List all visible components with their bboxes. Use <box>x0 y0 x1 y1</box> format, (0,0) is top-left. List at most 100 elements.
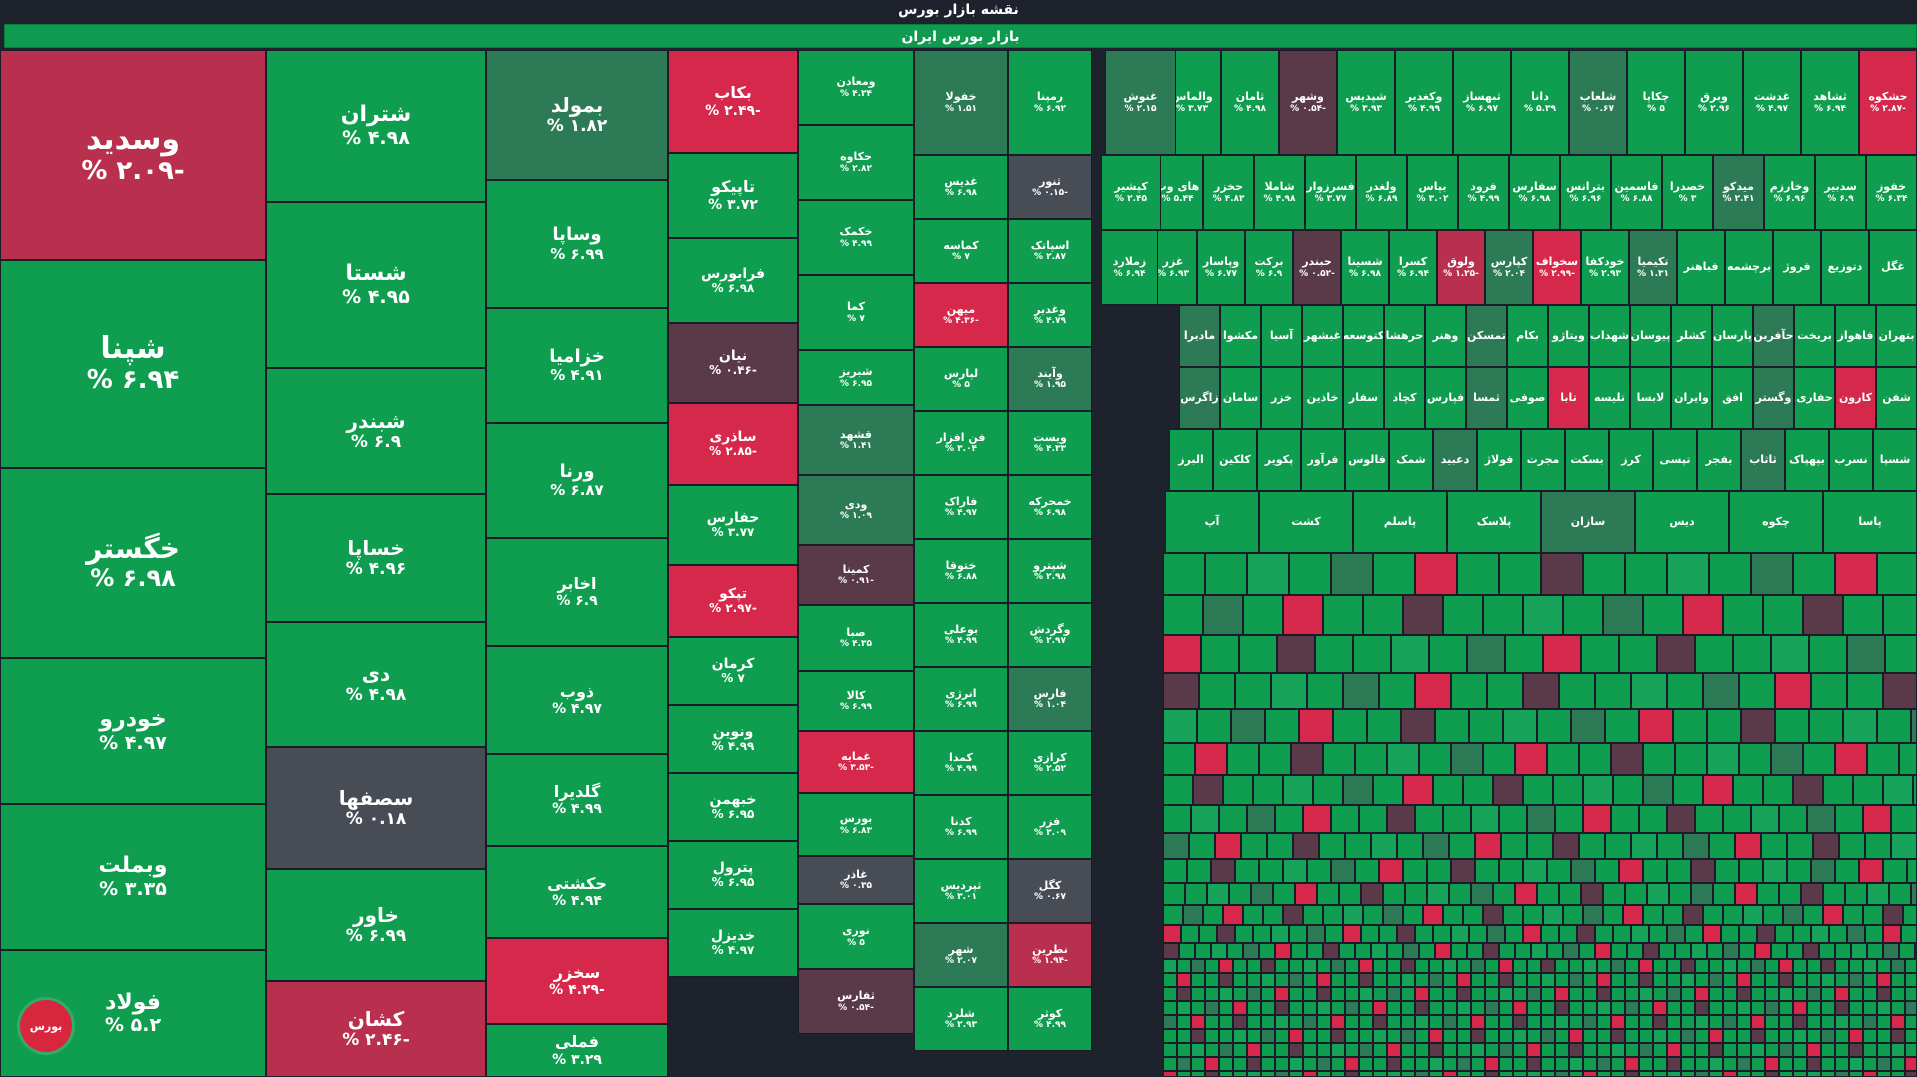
stock-tile[interactable] <box>1289 1029 1303 1043</box>
stock-tile[interactable]: حفارس ۳.۷۷ % <box>668 485 798 565</box>
stock-tile[interactable] <box>1373 973 1387 987</box>
stock-tile[interactable] <box>1647 883 1669 905</box>
stock-tile[interactable] <box>1317 1043 1331 1057</box>
stock-tile[interactable] <box>1323 595 1363 635</box>
stock-tile[interactable]: مادیرا <box>1179 305 1220 367</box>
stock-tile[interactable]: بفجر <box>1697 429 1741 491</box>
stock-tile[interactable] <box>1653 987 1667 1001</box>
stock-tile[interactable] <box>1499 1071 1513 1077</box>
stock-tile[interactable] <box>1751 973 1765 987</box>
stock-tile[interactable] <box>1751 1015 1765 1029</box>
stock-tile[interactable]: وگردش ۲.۹۷ % <box>1008 603 1092 667</box>
stock-tile[interactable] <box>1499 943 1515 959</box>
stock-tile[interactable] <box>1163 553 1205 595</box>
stock-tile[interactable] <box>1243 905 1263 925</box>
stock-tile[interactable] <box>1653 1043 1667 1057</box>
stock-tile[interactable] <box>1363 595 1403 635</box>
stock-tile[interactable]: زملارد ۶.۹۴ % <box>1101 230 1158 305</box>
stock-tile[interactable] <box>1355 943 1371 959</box>
stock-tile[interactable] <box>1387 1015 1401 1029</box>
stock-tile[interactable]: فن افزار ۳.۰۴ % <box>914 411 1008 475</box>
stock-tile[interactable] <box>1429 1057 1443 1071</box>
stock-tile[interactable] <box>1501 833 1527 859</box>
stock-tile[interactable] <box>1583 1043 1597 1057</box>
stock-tile[interactable] <box>1611 973 1625 987</box>
stock-tile[interactable] <box>1775 925 1793 943</box>
stock-tile[interactable] <box>1555 1015 1569 1029</box>
stock-tile[interactable] <box>1639 1043 1653 1057</box>
stock-tile[interactable] <box>1765 973 1779 987</box>
stock-tile[interactable] <box>1653 959 1667 973</box>
stock-tile[interactable] <box>1243 595 1283 635</box>
stock-tile[interactable]: خکمک ۴.۹۹ % <box>798 200 914 275</box>
stock-tile[interactable] <box>1611 1071 1625 1077</box>
stock-tile[interactable]: وآیند ۱.۹۵ % <box>1008 347 1092 411</box>
stock-tile[interactable] <box>1721 925 1739 943</box>
stock-tile[interactable] <box>1835 553 1877 595</box>
stock-tile[interactable] <box>1793 1043 1807 1057</box>
stock-tile[interactable] <box>1877 973 1891 987</box>
stock-tile[interactable] <box>1835 1071 1849 1077</box>
stock-tile[interactable] <box>1595 673 1631 709</box>
stock-tile[interactable] <box>1289 1071 1303 1077</box>
stock-tile[interactable] <box>1849 1001 1863 1015</box>
stock-tile[interactable] <box>1513 959 1527 973</box>
stock-tile[interactable] <box>1317 1015 1331 1029</box>
stock-tile[interactable] <box>1667 673 1703 709</box>
stock-tile[interactable]: خاذین <box>1302 367 1343 429</box>
stock-tile[interactable] <box>1513 1029 1527 1043</box>
stock-tile[interactable] <box>1611 743 1643 775</box>
stock-tile[interactable] <box>1251 883 1273 905</box>
stock-tile[interactable] <box>1469 925 1487 943</box>
stock-tile[interactable]: شپنا ۶.۹۴ % <box>0 260 266 468</box>
stock-tile[interactable] <box>1667 973 1681 987</box>
stock-tile[interactable] <box>1397 925 1415 943</box>
stock-tile[interactable] <box>1807 1015 1821 1029</box>
stock-tile[interactable] <box>1387 1057 1401 1071</box>
stock-tile[interactable] <box>1527 973 1541 987</box>
stock-tile[interactable] <box>1709 553 1751 595</box>
stock-tile[interactable] <box>1541 1071 1555 1077</box>
stock-tile[interactable] <box>1401 1071 1415 1077</box>
stock-tile[interactable]: شلعاب ۰.۶۷ % <box>1569 50 1627 155</box>
stock-tile[interactable] <box>1863 959 1877 973</box>
stock-tile[interactable] <box>1427 883 1449 905</box>
stock-tile[interactable] <box>1415 1057 1429 1071</box>
stock-tile[interactable] <box>1849 1029 1863 1043</box>
stock-tile[interactable] <box>1849 1057 1863 1071</box>
stock-tile[interactable] <box>1359 973 1373 987</box>
stock-tile[interactable] <box>1443 805 1471 833</box>
stock-tile[interactable] <box>1275 1057 1289 1071</box>
stock-tile[interactable] <box>1779 1043 1793 1057</box>
stock-tile[interactable]: حفاری <box>1794 367 1835 429</box>
stock-tile[interactable] <box>1513 1043 1527 1057</box>
stock-tile[interactable] <box>1527 1043 1541 1057</box>
stock-tile[interactable]: فاهواز <box>1835 305 1876 367</box>
stock-tile[interactable]: وبرق ۲.۹۶ % <box>1685 50 1743 155</box>
stock-tile[interactable] <box>1571 709 1605 743</box>
stock-tile[interactable] <box>1471 883 1493 905</box>
stock-tile[interactable] <box>1835 987 1849 1001</box>
stock-tile[interactable] <box>1475 859 1499 883</box>
stock-tile[interactable] <box>1595 943 1611 959</box>
stock-tile[interactable] <box>1541 1029 1555 1043</box>
stock-tile[interactable] <box>1691 943 1707 959</box>
stock-tile[interactable]: کدنا ۶.۹۹ % <box>914 795 1008 859</box>
stock-tile[interactable] <box>1793 987 1807 1001</box>
stock-tile[interactable] <box>1709 1043 1723 1057</box>
stock-tile[interactable] <box>1345 1015 1359 1029</box>
stock-tile[interactable]: ونوین ۴.۹۹ % <box>668 705 798 773</box>
stock-tile[interactable]: تابا <box>1548 367 1589 429</box>
stock-tile[interactable]: آپ <box>1165 491 1259 553</box>
stock-tile[interactable] <box>1483 943 1499 959</box>
stock-tile[interactable] <box>1359 1057 1373 1071</box>
stock-tile[interactable]: لابسا <box>1630 367 1671 429</box>
stock-tile[interactable] <box>1863 1015 1877 1029</box>
stock-tile[interactable] <box>1345 1071 1359 1077</box>
stock-tile[interactable] <box>1499 553 1541 595</box>
stock-tile[interactable] <box>1427 859 1451 883</box>
stock-tile[interactable] <box>1367 709 1401 743</box>
stock-tile[interactable] <box>1471 1057 1485 1071</box>
stock-tile[interactable] <box>1793 973 1807 987</box>
stock-tile[interactable]: بکام <box>1507 305 1548 367</box>
